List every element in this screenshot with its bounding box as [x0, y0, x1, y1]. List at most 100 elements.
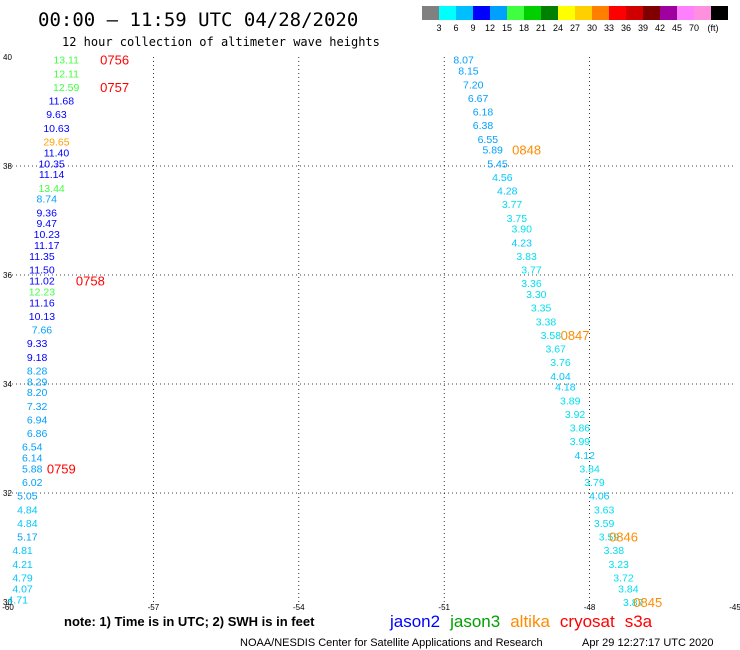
wave-height-label: 3.63 — [594, 504, 615, 516]
legend-label: (ft) — [708, 23, 719, 33]
wave-height-label: 4.18 — [555, 382, 576, 394]
wave-height-label: 9.33 — [27, 338, 48, 350]
wave-height-label: 3.84 — [618, 583, 639, 595]
legend-label: 21 — [536, 23, 546, 33]
y-tick-label: 38 — [3, 162, 12, 171]
wave-height-label: 4.81 — [12, 545, 33, 557]
color-legend: 3 6 9 12 15 18 21 24 27 30 33 36 39 42 45 70 (ft) — [422, 6, 728, 33]
legend-label: 30 — [587, 23, 597, 33]
wave-height-label: 3.76 — [550, 357, 571, 369]
satellite-name: cryosat — [560, 612, 615, 631]
wave-height-label: 9.63 — [46, 109, 67, 121]
x-tick-label: -57 — [148, 603, 160, 612]
legend-swatch — [609, 6, 626, 20]
legend-swatch — [592, 6, 609, 20]
wave-height-label: 10.13 — [29, 311, 55, 323]
legend-swatch — [575, 6, 592, 20]
wave-height-label: 4.84 — [17, 504, 38, 516]
plot-area: -60 -57 -54 -51 -48 -45 30 32 34 36 38 40 — [2, 53, 740, 612]
wave-height-label: 9.18 — [27, 352, 48, 364]
wave-height-label: 8.15 — [458, 66, 479, 78]
wave-height-label: 6.38 — [473, 120, 494, 132]
satellite-name: altika — [510, 612, 550, 631]
wave-height-label: 12.11 — [53, 68, 79, 80]
satellite-name: jason3 — [449, 612, 500, 631]
pass-time-label: 0759 — [47, 461, 76, 476]
wave-height-label: 3.84 — [579, 463, 600, 475]
legend-label: 39 — [638, 23, 648, 33]
wave-height-label: 3.75 — [507, 213, 528, 225]
legend-swatch — [490, 6, 507, 20]
legend-label: 15 — [502, 23, 512, 33]
pass-time-label: 0756 — [100, 53, 129, 68]
wave-height-label: 11.40 — [44, 147, 70, 159]
wave-height-label: 8.29 — [27, 376, 48, 388]
wave-height-label: 4.56 — [492, 172, 513, 184]
time-annotations: 0756 0757 0758 0759 0848 0847 0846 0845 — [47, 53, 662, 610]
wave-height-label: 6.86 — [27, 428, 48, 440]
wave-height-label: 3.35 — [531, 303, 552, 315]
legend-swatch — [626, 6, 643, 20]
wave-height-label: 3.77 — [502, 199, 523, 211]
wave-height-label: 6.18 — [473, 107, 494, 119]
wave-height-label: 4.84 — [17, 518, 38, 530]
legend-swatch — [456, 6, 473, 20]
wave-height-label: 3.59 — [594, 518, 615, 530]
legend-swatch — [660, 6, 677, 20]
wave-height-label: 3.58 — [541, 330, 562, 342]
wave-height-label: 3.59 — [599, 532, 620, 544]
pass-time-label: 0848 — [512, 143, 541, 158]
x-tick-label: -54 — [293, 603, 305, 612]
legend-label: 9 — [470, 23, 475, 33]
wave-height-label: 4.71 — [7, 594, 28, 606]
wave-height-label: 4.21 — [12, 559, 33, 571]
wave-height-label: 5.17 — [17, 532, 38, 544]
wave-height-label: 5.89 — [482, 145, 503, 157]
legend-label: 6 — [453, 23, 458, 33]
wave-height-label: 3.83 — [516, 251, 537, 263]
wave-height-label: 8.07 — [453, 55, 474, 67]
pass-time-label: 0847 — [561, 328, 590, 343]
legend-label: 45 — [672, 23, 682, 33]
x-tick-label: -45 — [729, 603, 740, 612]
wave-height-label: 8.20 — [27, 387, 48, 399]
wave-height-label: 3.23 — [608, 559, 629, 571]
legend-label: 42 — [655, 23, 665, 33]
wave-height-label: 6.54 — [22, 442, 43, 454]
wave-height-label: 4.04 — [550, 371, 571, 383]
wave-height-label: 6.14 — [22, 453, 43, 465]
wave-height-label: 13.44 — [38, 183, 64, 195]
wave-height-label: 7.66 — [32, 325, 53, 337]
pass-time-label: 0846 — [609, 530, 638, 545]
satellite-name: s3a — [625, 612, 653, 631]
legend-label: 24 — [553, 23, 563, 33]
legend-label: 27 — [570, 23, 580, 33]
wave-height-label: 3.86 — [570, 423, 591, 435]
wave-height-label: 13.11 — [53, 55, 79, 67]
wave-height-label: 11.14 — [39, 169, 65, 181]
wave-height-label: 3.38 — [536, 316, 557, 328]
y-tick-label: 30 — [3, 598, 12, 607]
wave-height-label: 4.07 — [12, 583, 33, 595]
x-tick-label: -60 — [2, 603, 14, 612]
y-tick-label: 40 — [3, 53, 12, 62]
wave-height-label: 3.77 — [521, 265, 542, 277]
wave-height-label: 11.50 — [29, 265, 55, 277]
satellite-legend: jason2 jason3 altika cryosat s3a — [389, 612, 653, 631]
legend-swatch — [694, 6, 711, 20]
legend-label: 18 — [519, 23, 529, 33]
wave-height-label: 12.59 — [53, 82, 79, 94]
wave-height-label: 10.35 — [38, 158, 64, 170]
wave-height-label: 3.36 — [521, 278, 542, 290]
footer-note: note: 1) Time is in UTC; 2) SWH is in fe… — [64, 614, 315, 629]
wave-height-label: 3.67 — [545, 344, 566, 356]
chart-subtitle: 12 hour collection of altimeter wave hei… — [62, 35, 380, 49]
wave-height-label: 11.17 — [34, 240, 60, 252]
y-tick-label: 32 — [3, 489, 12, 498]
wave-height-label: 3.89 — [560, 395, 581, 407]
wave-height-label: 3.92 — [565, 409, 586, 421]
footer-timestamp: Apr 29 12:27:17 UTC 2020 — [582, 637, 713, 649]
legend-swatch — [541, 6, 558, 20]
legend-label: 36 — [621, 23, 631, 33]
